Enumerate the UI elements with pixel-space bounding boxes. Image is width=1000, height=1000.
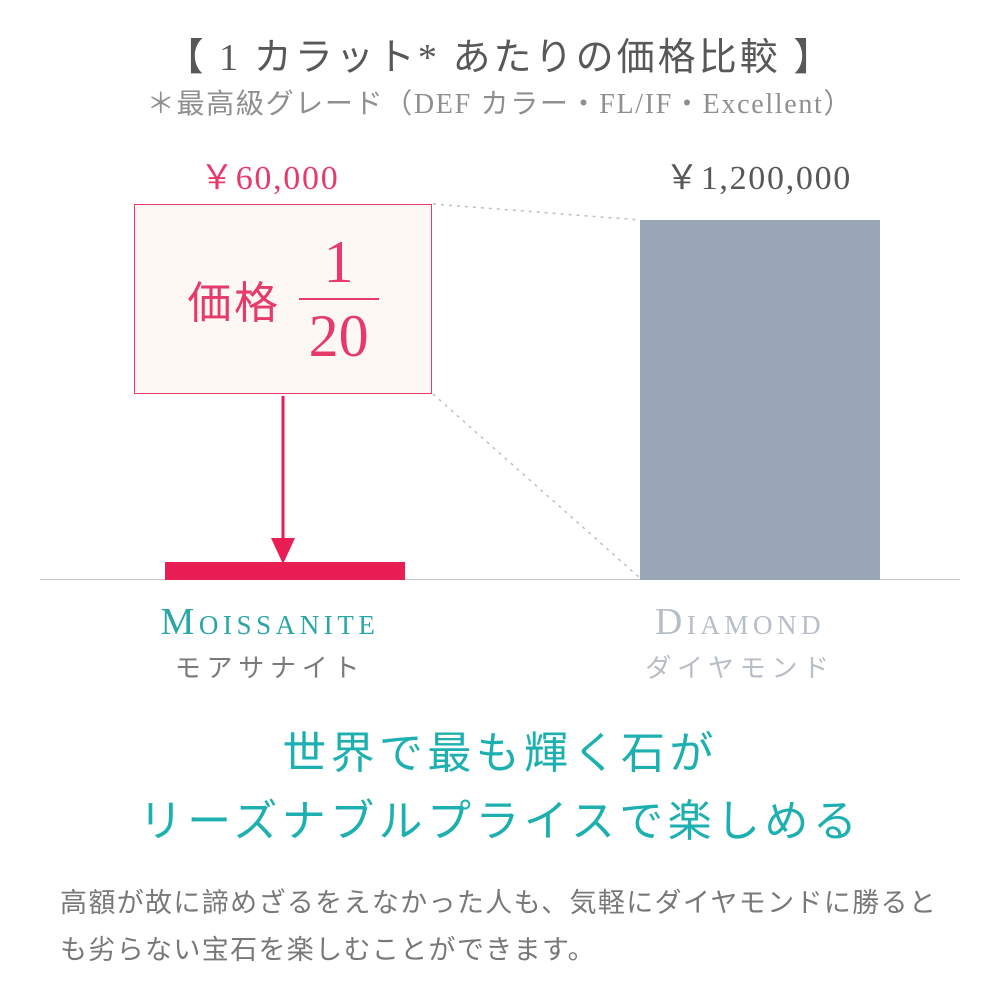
headline: 世界で最も輝く石が リーズナブルプライスで楽しめる bbox=[0, 720, 1000, 856]
price-bar-chart: ￥60,000 ￥1,200,000 価格 1 20 bbox=[70, 140, 930, 580]
body-text: 高額が故に諦めざるをえなかった人も、気軽にダイヤモンドに勝るとも劣らない宝石を楽… bbox=[60, 880, 940, 975]
callout-word: 価格 bbox=[187, 267, 280, 331]
callout-inner: 価格 1 20 bbox=[187, 232, 378, 366]
infographic-root: 【 1 カラット* あたりの価格比較 】 ＊最高級グレード（DEF カラー・FL… bbox=[0, 0, 1000, 1000]
page-title: 【 1 カラット* あたりの価格比較 】 bbox=[0, 26, 1000, 81]
axis-label-moissanite: Moissanite モアサナイト bbox=[60, 600, 480, 685]
bar-diamond bbox=[640, 220, 880, 580]
bar-moissanite bbox=[165, 562, 405, 580]
axis-en-moissanite: Moissanite bbox=[60, 600, 480, 644]
guide-line-top bbox=[433, 204, 640, 220]
callout-arrow-head bbox=[271, 538, 295, 564]
price-label-diamond: ￥1,200,000 bbox=[665, 150, 852, 199]
guide-line-bottom bbox=[433, 394, 640, 578]
price-fraction-callout: 価格 1 20 bbox=[134, 204, 432, 394]
axis-jp-moissanite: モアサナイト bbox=[60, 648, 480, 685]
callout-fraction: 1 20 bbox=[299, 232, 379, 366]
headline-line2: リーズナブルプライスで楽しめる bbox=[139, 797, 861, 846]
price-label-moissanite: ￥60,000 bbox=[200, 150, 339, 199]
axis-jp-diamond: ダイヤモンド bbox=[530, 648, 950, 685]
page-subtitle: ＊最高級グレード（DEF カラー・FL/IF・Excellent） bbox=[0, 82, 1000, 122]
headline-line1: 世界で最も輝く石が bbox=[282, 729, 718, 778]
axis-label-diamond: Diamond ダイヤモンド bbox=[530, 600, 950, 685]
axis-en-diamond: Diamond bbox=[530, 600, 950, 644]
fraction-denominator: 20 bbox=[299, 300, 379, 366]
fraction-numerator: 1 bbox=[306, 232, 372, 298]
